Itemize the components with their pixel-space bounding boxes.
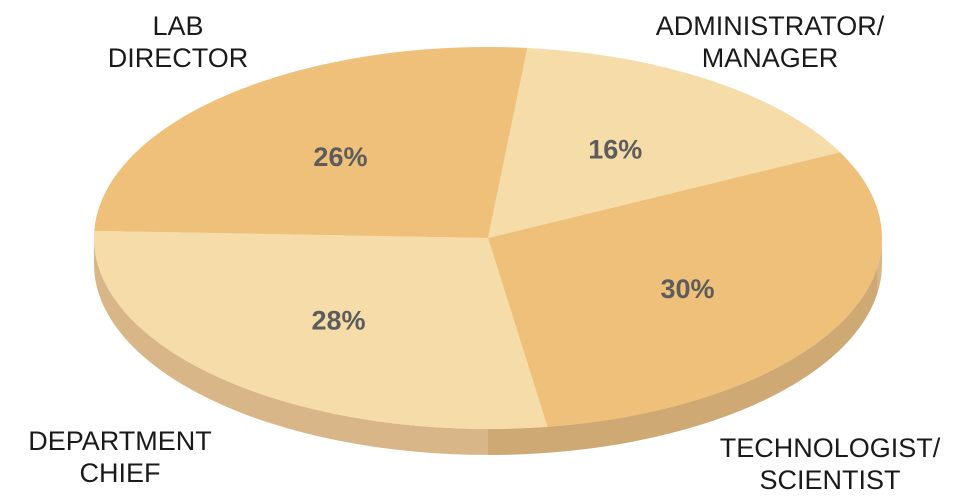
pie-side — [94, 238, 882, 455]
label-lab-director: LAB DIRECTOR — [107, 11, 249, 73]
pie-slices — [93, 46, 883, 430]
pie-value-labels: 16% 30% 28% 26% — [311, 134, 714, 335]
pie-slice — [488, 47, 841, 239]
pie-side-shadow — [488, 267, 878, 455]
pie-slice — [488, 152, 883, 427]
label-administrator-manager: ADMINISTRATOR/ MANAGER — [655, 11, 885, 73]
pie-value-label: 16% — [588, 134, 642, 164]
pie-slice — [94, 46, 528, 238]
label-department-chief: DEPARTMENT CHIEF — [28, 426, 212, 488]
pie-value-label: 30% — [660, 274, 714, 304]
pie-slice — [93, 230, 548, 430]
pie-value-label: 28% — [311, 305, 365, 335]
pie-value-label: 26% — [313, 142, 367, 172]
label-technologist-scientist: TECHNOLOGIST/ SCIENTIST — [719, 433, 941, 495]
